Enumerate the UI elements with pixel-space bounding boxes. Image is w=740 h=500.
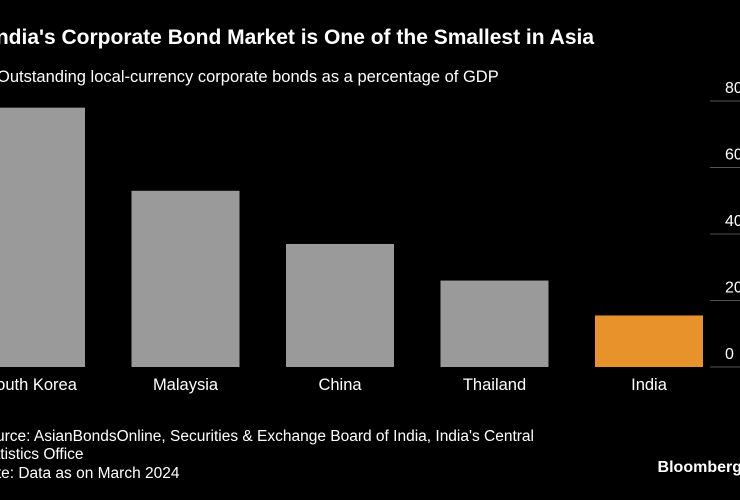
x-tick-label: Malaysia — [153, 376, 219, 394]
source-text: Source: AsianBondsOnline, Securities & E… — [0, 428, 534, 445]
x-tick-label: Thailand — [463, 376, 526, 394]
chart-title: India's Corporate Bond Market is One of … — [0, 26, 595, 49]
y-tick-label: 20 — [725, 280, 740, 297]
y-tick-label: 40 — [725, 213, 740, 230]
x-tick-label: China — [318, 376, 362, 394]
bloomberg-logo: Bloomberg — [657, 459, 740, 476]
source-text-continued: Statistics Office — [0, 446, 84, 463]
y-tick-label: 80 — [725, 80, 740, 97]
bar-chart: 0 20 40 60 80 South Korea Malaysia China Thailan… — [0, 80, 740, 394]
y-tick-label: 60 — [725, 147, 740, 164]
x-tick-label: India — [631, 376, 668, 394]
note-text: Note: Data as on March 2024 — [0, 465, 180, 482]
bar-thailand — [440, 280, 549, 367]
chart-subtitle: Outstanding local-currency corporate bon… — [0, 68, 499, 86]
bar-india — [595, 315, 703, 367]
bar-malaysia — [131, 190, 240, 367]
x-tick-label: South Korea — [0, 376, 78, 394]
bar-china — [286, 243, 394, 367]
bar-south-korea — [0, 107, 85, 368]
y-tick-label: 0 — [725, 346, 734, 363]
